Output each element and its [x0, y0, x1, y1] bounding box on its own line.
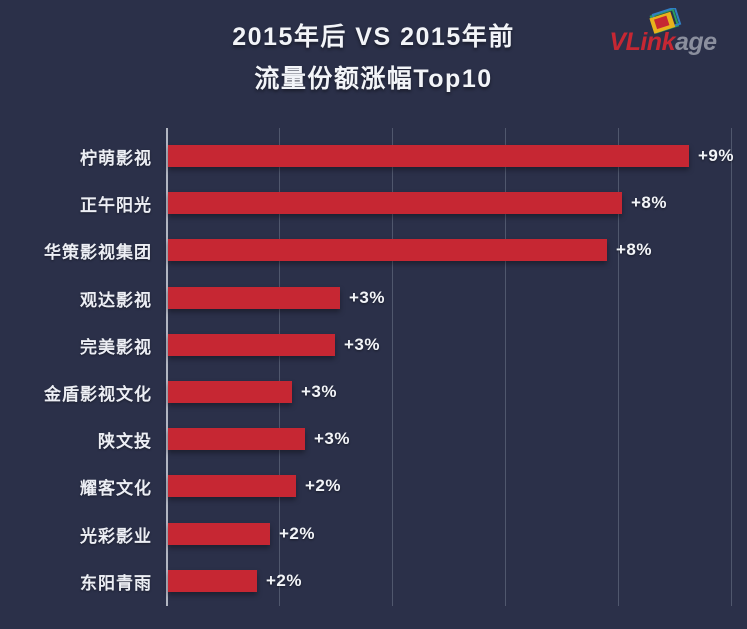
- bar-value-label: +3%: [301, 382, 337, 401]
- category-label: 柠萌影视: [80, 148, 152, 168]
- gridline-4: [392, 128, 393, 606]
- bar-value-label: +3%: [314, 429, 350, 448]
- gridline-2: [279, 128, 280, 606]
- category-label: 光彩影业: [80, 526, 152, 546]
- category-label: 正午阳光: [80, 195, 152, 215]
- category-label: 耀客文化: [80, 478, 152, 498]
- bar[interactable]: [168, 428, 305, 450]
- rhombus-logo-icon: [649, 6, 683, 34]
- chart-bars: 柠萌影视 +9% 正午阳光 +8% 华策影视集团 +8% 观达影视 +3% 完美影视 +3% 金盾影…: [0, 128, 747, 606]
- bar[interactable]: [168, 570, 257, 592]
- bar[interactable]: [168, 239, 607, 261]
- vlinkage-logo[interactable]: VLinkage: [593, 6, 733, 62]
- bar[interactable]: [168, 192, 622, 214]
- chart-row: 金盾影视文化 +3%: [0, 374, 747, 410]
- bar[interactable]: [168, 381, 292, 403]
- y-axis-line: [166, 128, 168, 606]
- logo-wordmark: VLinkage: [593, 28, 733, 57]
- chart-row: 华策影视集团 +8%: [0, 232, 747, 268]
- category-label: 东阳青雨: [80, 573, 152, 593]
- category-label: 华策影视集团: [44, 242, 152, 262]
- chart-row: 正午阳光 +8%: [0, 185, 747, 221]
- bar-value-label: +3%: [349, 288, 385, 307]
- bar[interactable]: [168, 287, 340, 309]
- chart-row: 观达影视 +3%: [0, 280, 747, 316]
- bar-value-label: +8%: [616, 240, 652, 259]
- category-label: 观达影视: [80, 290, 152, 310]
- bar-value-label: +9%: [698, 146, 734, 165]
- chart-header: 2015年后 VS 2015年前 流量份额涨幅Top10 VLinkage: [0, 0, 747, 128]
- bar[interactable]: [168, 523, 270, 545]
- chart-row: 光彩影业 +2%: [0, 516, 747, 552]
- category-label: 完美影视: [80, 337, 152, 357]
- chart-row: 耀客文化 +2%: [0, 468, 747, 504]
- bar-value-label: +2%: [279, 524, 315, 543]
- gridline-8: [618, 128, 619, 606]
- chart-gridlines: [0, 128, 747, 606]
- bar[interactable]: [168, 145, 689, 167]
- chart-row: 完美影视 +3%: [0, 327, 747, 363]
- bar-value-label: +8%: [631, 193, 667, 212]
- title-line-2: 流量份额涨幅Top10: [254, 65, 493, 93]
- page-title: 2015年后 VS 2015年前 流量份额涨幅Top10: [0, 16, 747, 100]
- title-line-1: 2015年后 VS 2015年前: [232, 23, 515, 51]
- category-label: 金盾影视文化: [44, 384, 152, 404]
- category-label: 陕文投: [98, 431, 152, 451]
- chart-row: 柠萌影视 +9%: [0, 138, 747, 174]
- bar-value-label: +3%: [344, 335, 380, 354]
- gridline-10: [731, 128, 732, 606]
- bar-chart: 柠萌影视 +9% 正午阳光 +8% 华策影视集团 +8% 观达影视 +3% 完美影视 +3% 金盾影…: [0, 128, 747, 618]
- logo-text-secondary: age: [674, 28, 717, 56]
- gridline-6: [505, 128, 506, 606]
- chart-row: 东阳青雨 +2%: [0, 563, 747, 599]
- bar-value-label: +2%: [266, 571, 302, 590]
- bar[interactable]: [168, 334, 335, 356]
- bar-value-label: +2%: [305, 476, 341, 495]
- chart-row: 陕文投 +3%: [0, 421, 747, 457]
- logo-text-primary: VLink: [609, 28, 675, 56]
- bar[interactable]: [168, 475, 296, 497]
